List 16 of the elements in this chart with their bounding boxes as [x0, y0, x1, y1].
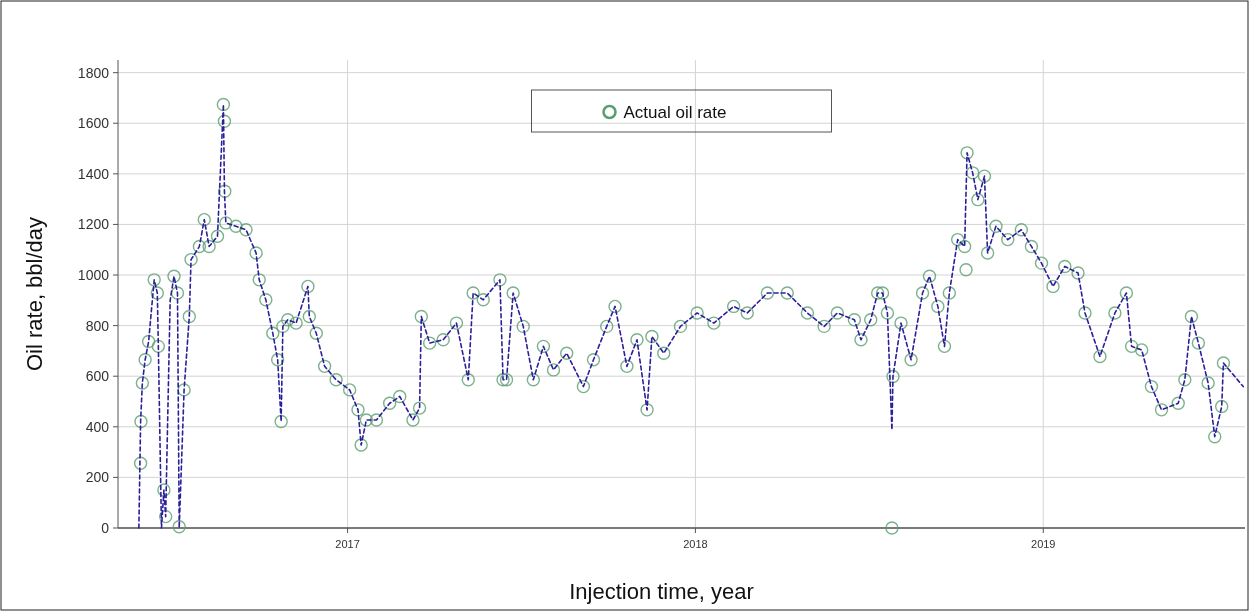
- y-tick-label: 1600: [77, 115, 110, 132]
- y-tick-label: 800: [85, 317, 110, 334]
- x-tick-label: 2017: [335, 538, 360, 550]
- y-axis-title: Oil rate, bbl/day: [22, 216, 47, 372]
- y-tick-label: 0: [101, 519, 110, 536]
- y-tick-label: 1400: [77, 165, 110, 182]
- y-tick-label: 600: [85, 368, 110, 385]
- x-tick-label: 2018: [683, 538, 708, 550]
- y-tick-label: 1000: [77, 266, 110, 283]
- x-axis-title: Injection time, year: [569, 579, 754, 604]
- y-tick-label: 1800: [77, 64, 110, 81]
- y-tick-label: 1200: [77, 216, 110, 233]
- x-tick-label: 2019: [1031, 538, 1056, 550]
- legend-label: Actual oil rate: [623, 102, 727, 122]
- y-tick-label: 200: [85, 469, 110, 486]
- y-tick-label: 400: [85, 418, 110, 435]
